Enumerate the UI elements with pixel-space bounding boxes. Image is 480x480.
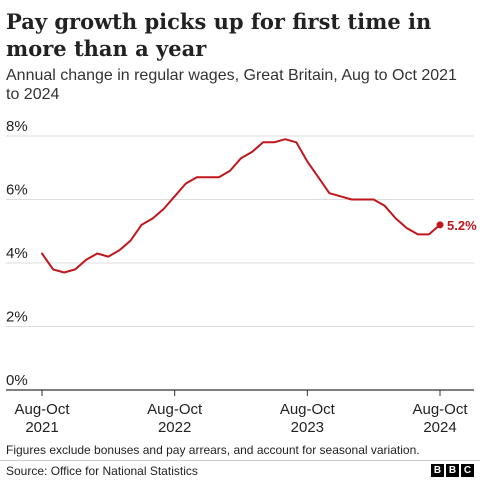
wage-growth-line: [41, 138, 441, 274]
chart-title: Pay growth picks up for first time in mo…: [6, 9, 432, 61]
chart-subtitle: Annual change in regular wages, Great Br…: [6, 67, 457, 103]
footer-divider: [0, 460, 480, 461]
x-tick-label: Aug-Oct: [14, 401, 70, 418]
logo-letter: B: [431, 464, 444, 477]
y-tick-label: 2%: [6, 309, 28, 326]
line-chart: 0%2%4%6%8%Aug-Oct2021Aug-Oct2022Aug-Oct2…: [6, 118, 477, 436]
latest-value-dot: [436, 221, 444, 229]
logo-letter: C: [461, 464, 474, 477]
y-tick-label: 0%: [6, 372, 28, 389]
x-tick-label: Aug-Oct: [412, 401, 468, 418]
x-tick-label: 2021: [25, 419, 58, 436]
logo-letter: B: [446, 464, 459, 477]
x-tick-label: Aug-Oct: [147, 401, 203, 418]
latest-value-label: 5.2%: [447, 218, 477, 233]
x-tick-label: Aug-Oct: [280, 401, 336, 418]
y-tick-label: 6%: [6, 182, 28, 199]
x-tick-label: 2023: [291, 419, 324, 436]
x-tick-label: 2022: [158, 419, 191, 436]
x-tick-label: 2024: [423, 419, 456, 436]
bbc-logo: B B C: [431, 464, 474, 477]
source-note: Source: Office for National Statistics: [6, 464, 198, 478]
footnote: Figures exclude bonuses and pay arrears,…: [6, 443, 420, 457]
y-tick-label: 8%: [6, 118, 28, 135]
y-tick-label: 4%: [6, 245, 28, 262]
